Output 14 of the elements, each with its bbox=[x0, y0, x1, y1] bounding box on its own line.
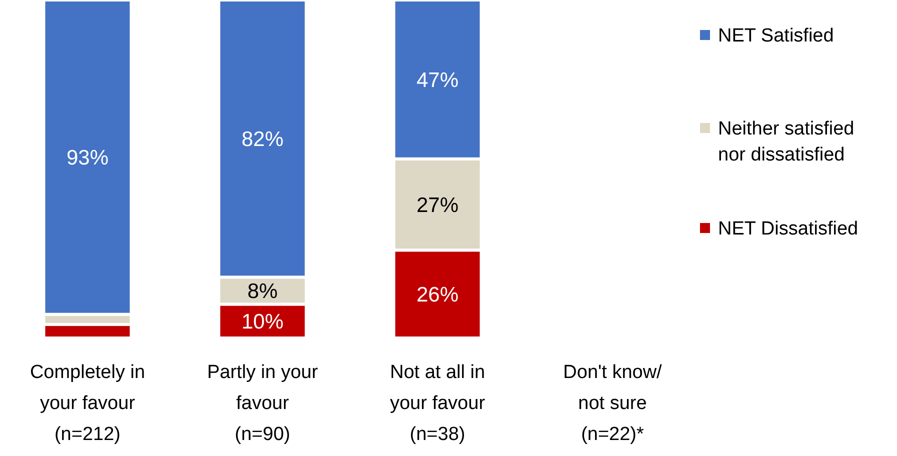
data-label: 47% bbox=[416, 68, 459, 92]
legend-label: Neither satisfied nor dissatisfied bbox=[718, 118, 854, 166]
data-label: 26% bbox=[416, 283, 459, 306]
data-label: 93% bbox=[66, 146, 109, 170]
x-tick-label: Partly in your favour (n=90) bbox=[207, 362, 319, 445]
data-label: 10% bbox=[241, 310, 284, 334]
x-tick-label: Don't know/ not sure (n=22)* bbox=[563, 362, 663, 445]
data-label: 82% bbox=[241, 128, 284, 151]
data-label: 27% bbox=[416, 194, 459, 217]
legend-label: NET Dissatisfied bbox=[718, 218, 858, 240]
legend-label: NET Satisfied bbox=[718, 26, 834, 47]
x-tick-label: Completely in your favour (n=212) bbox=[30, 362, 146, 445]
x-tick-label: Not at all in your favour (n=38) bbox=[390, 362, 486, 445]
data-label: 8% bbox=[247, 280, 278, 304]
